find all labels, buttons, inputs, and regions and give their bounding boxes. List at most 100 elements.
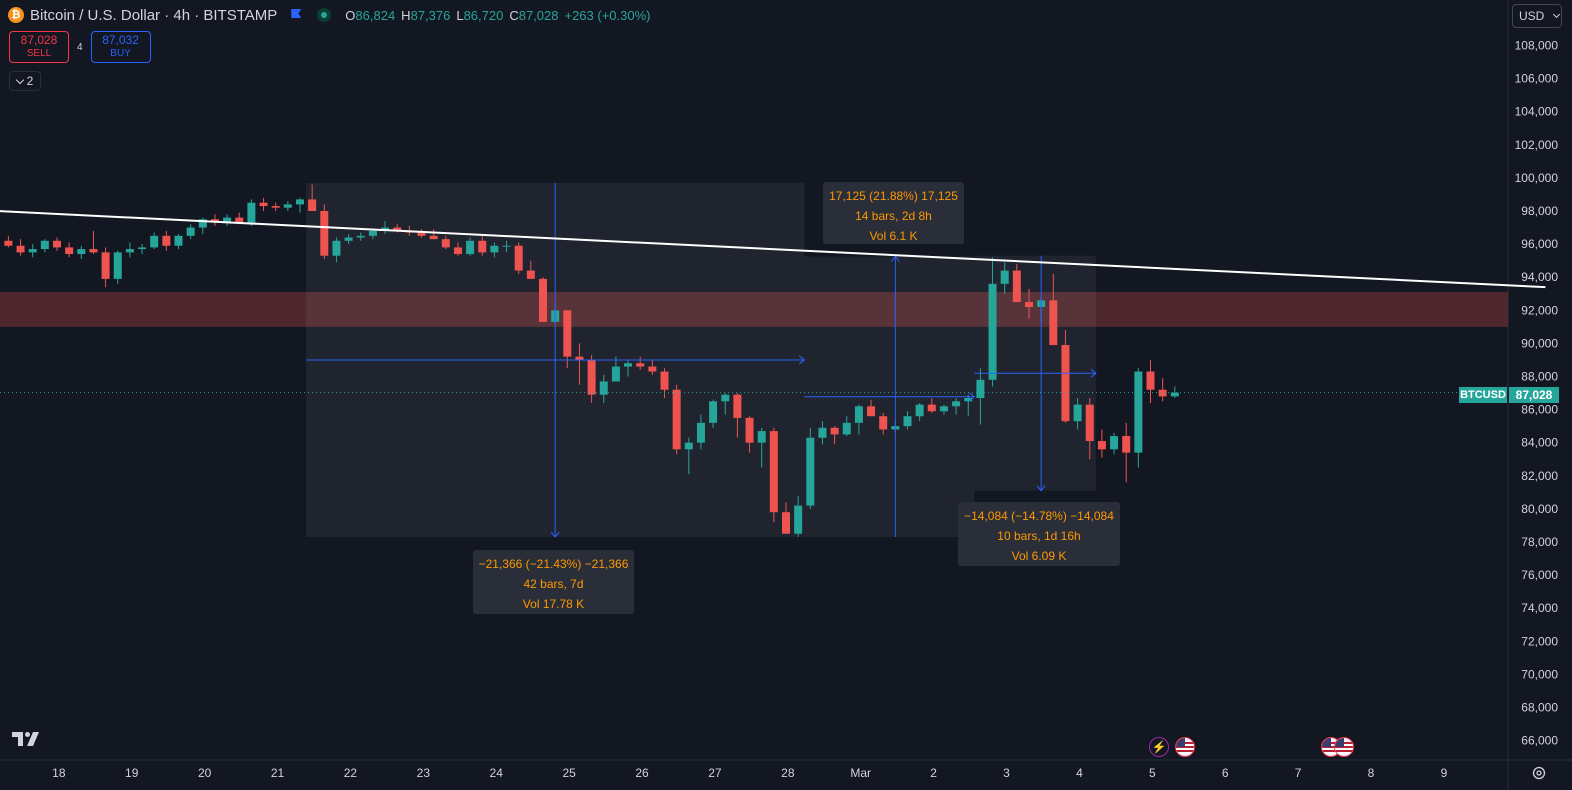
candle-body	[296, 199, 304, 205]
candle	[150, 232, 159, 250]
candle	[927, 398, 936, 413]
candle-body	[757, 431, 766, 443]
candle	[769, 427, 778, 523]
gear-icon[interactable]	[1532, 766, 1546, 780]
candle-body	[162, 235, 171, 246]
y-tick-label: 92,000	[1521, 303, 1558, 317]
candle	[466, 237, 475, 256]
buy-button[interactable]: 87,032 BUY	[90, 31, 151, 63]
candle	[478, 235, 487, 256]
candle	[563, 310, 572, 369]
candle	[1025, 288, 1033, 319]
candle-body	[53, 240, 61, 248]
candle	[964, 394, 973, 417]
candle	[636, 356, 645, 370]
candle-body	[599, 381, 608, 395]
candle	[624, 359, 633, 377]
change-value: +263 (+0.30%)	[564, 7, 651, 23]
candle	[939, 404, 948, 415]
candle	[125, 242, 134, 258]
candle	[672, 384, 681, 455]
candle	[490, 242, 499, 258]
lightning-icon[interactable]: ⚡	[1149, 737, 1169, 757]
candle-body	[1085, 404, 1094, 442]
x-tick-label: 23	[417, 766, 431, 780]
candle-body	[478, 240, 487, 253]
y-tick-label: 94,000	[1521, 270, 1558, 284]
flag-icon[interactable]	[291, 9, 301, 21]
x-tick-label: 8	[1368, 766, 1375, 780]
candle	[903, 411, 912, 430]
trendline	[0, 210, 1546, 289]
x-tick-label: 24	[490, 766, 504, 780]
candle	[174, 234, 183, 250]
candle	[77, 245, 86, 259]
candle	[514, 242, 523, 274]
candle	[988, 257, 997, 387]
us-flag-icon[interactable]	[1175, 737, 1195, 757]
candle-body	[1000, 270, 1009, 284]
candle-body	[915, 404, 924, 417]
buy-label: BUY	[110, 48, 131, 59]
candle	[453, 242, 462, 256]
candle-body	[563, 310, 572, 357]
sell-button[interactable]: 87,028 SELL	[9, 31, 69, 63]
candle-body	[927, 404, 936, 412]
collapse-indicators-button[interactable]: 2	[9, 71, 41, 91]
x-tick-label: Mar	[850, 766, 871, 780]
candle	[709, 399, 718, 428]
tradingview-logo-icon[interactable]	[12, 732, 46, 746]
measure-label-drop-1[interactable]: −21,366 (−21.43%) −21,366 42 bars, 7d Vo…	[473, 550, 634, 614]
candle	[1097, 429, 1106, 458]
y-tick-label: 86,000	[1521, 403, 1558, 417]
chevron-down-icon	[15, 75, 24, 84]
x-tick-label: 21	[271, 766, 285, 780]
low-value: 86,720	[463, 7, 504, 23]
high-value: 87,376	[410, 7, 451, 23]
candle-body	[1061, 345, 1070, 422]
candle-body	[575, 356, 584, 360]
ohlc-values: O86,824 H87,376 L86,720 C87,028 +263 (+0…	[345, 7, 651, 23]
x-tick-label: 4	[1076, 766, 1083, 780]
measure-label-up[interactable]: 17,125 (21.88%) 17,125 14 bars, 2d 8h Vo…	[823, 182, 964, 244]
x-tick-label: 20	[198, 766, 212, 780]
currency-select[interactable]: USD	[1512, 4, 1562, 28]
candle-body	[648, 366, 657, 372]
candle	[210, 214, 219, 226]
measure-vertical-arrow-head	[1036, 485, 1046, 492]
candle-body	[867, 406, 876, 417]
measure-label-drop-2[interactable]: −14,084 (−14.78%) −14,084 10 bars, 1d 16…	[958, 502, 1120, 566]
candle-body	[490, 245, 499, 253]
y-tick-label: 66,000	[1521, 734, 1558, 748]
measure-horizontal-arrow-head	[969, 392, 976, 402]
candle	[587, 354, 596, 403]
candle-body	[1134, 371, 1143, 453]
y-tick-label: 84,000	[1521, 436, 1558, 450]
x-tick-label: 18	[52, 766, 66, 780]
y-tick-label: 88,000	[1521, 370, 1558, 384]
open-value: 86,824	[355, 7, 396, 23]
candle-body	[624, 363, 633, 367]
measure-vertical-arrow-head	[890, 255, 900, 262]
candle	[806, 427, 815, 509]
symbol-title[interactable]: Bitcoin / U.S. Dollar · 4h · BITSTAMP	[30, 6, 278, 24]
candle	[526, 260, 535, 279]
market-status-icon[interactable]	[317, 8, 332, 22]
measure-horizontal-arrow-head	[798, 355, 806, 365]
candle	[915, 402, 924, 422]
currency-label: USD	[1519, 9, 1545, 23]
x-tick-label: 5	[1149, 766, 1156, 780]
symbol-header: ₿ Bitcoin / U.S. Dollar · 4h · BITSTAMP …	[8, 4, 651, 26]
candle-body	[271, 206, 280, 208]
candle-body	[539, 278, 547, 322]
candle-body	[830, 427, 839, 435]
us-flag-icon[interactable]	[1334, 737, 1354, 757]
candle	[1085, 398, 1094, 460]
candle	[1073, 398, 1082, 430]
candle	[611, 356, 620, 382]
y-tick-label: 72,000	[1521, 634, 1558, 648]
indicator-count: 2	[26, 74, 34, 88]
candle	[539, 277, 547, 322]
y-tick-label: 78,000	[1521, 535, 1558, 549]
